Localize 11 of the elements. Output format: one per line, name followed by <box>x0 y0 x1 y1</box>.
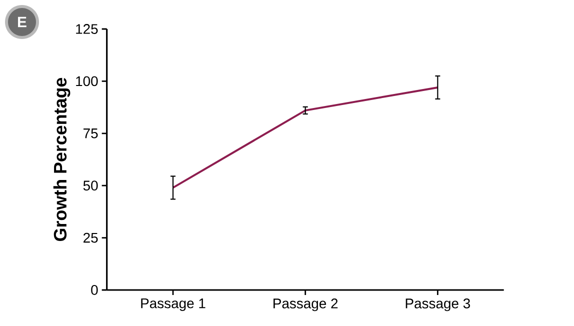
y-tick-label: 75 <box>84 128 98 138</box>
y-tick-label: 100 <box>76 76 98 86</box>
x-tick-label: Passage 1 <box>141 298 206 312</box>
text: E <box>18 16 26 28</box>
y-tick-label: 125 <box>76 24 98 34</box>
y-tick-label: 25 <box>84 232 98 243</box>
y-tick-label: 50 <box>83 180 98 191</box>
y-tick-label: 0 <box>91 285 98 295</box>
y-axis-title: Growth Percentage <box>53 78 70 241</box>
x-tick-label: Passage 3 <box>406 298 470 312</box>
x-tick-label: Passage 2 <box>274 298 338 312</box>
